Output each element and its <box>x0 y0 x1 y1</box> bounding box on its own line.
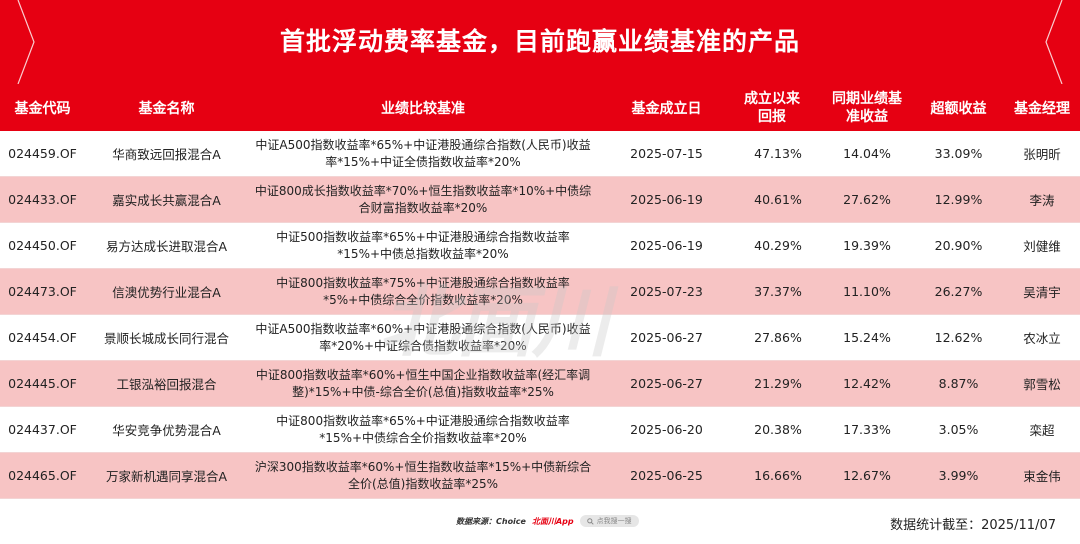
brand-label: 北面川App <box>531 516 574 526</box>
cell-excess: 3.05% <box>938 422 979 437</box>
cell-return: 37.37% <box>754 284 802 299</box>
cell-date: 2025-06-20 <box>630 422 703 437</box>
col-header-code: 基金代码 <box>14 100 71 117</box>
col-header-benchmark: 业绩比较基准 <box>381 100 465 117</box>
cell-excess: 12.62% <box>934 330 983 345</box>
cell-date: 2025-07-23 <box>630 284 703 299</box>
cell-code: 024433.OF <box>8 192 77 207</box>
cell-manager: 栾超 <box>1029 423 1055 438</box>
cell-name: 华安竞争优势混合A <box>112 423 221 438</box>
cell-code: 024465.OF <box>8 468 77 483</box>
cell-excess: 26.27% <box>934 284 983 299</box>
cell-date: 2025-06-19 <box>630 238 703 253</box>
cell-name: 华商致远回报混合A <box>112 147 221 162</box>
cell-code: 024437.OF <box>8 422 77 437</box>
table-row: 024445.OF 工银泓裕回报混合 中证800指数收益率*60%+恒生中国企业指数… <box>0 361 1080 407</box>
banner-decoration <box>17 0 1063 84</box>
cell-excess: 3.99% <box>938 468 979 483</box>
cell-bench-return: 14.04% <box>843 146 891 161</box>
cell-benchmark: 中证800指数收益率*75%+中证港股通综合指数收益率*5%+中债综合全价指数收… <box>276 275 570 307</box>
data-date-note: 数据统计截至：2025/11/07 <box>890 518 1056 533</box>
cell-date: 2025-06-27 <box>630 330 703 345</box>
cell-excess: 20.90% <box>934 238 983 253</box>
cell-bench-return: 17.33% <box>843 422 891 437</box>
cell-name: 景顺长城成长同行混合 <box>103 331 229 346</box>
table-row: 024437.OF 华安竞争优势混合A 中证800指数收益率*65%+中证港股通综合… <box>0 407 1080 453</box>
cell-excess: 8.87% <box>938 376 979 391</box>
table-row: 024454.OF 景顺长城成长同行混合 中证A500指数收益率*60%+中证港股通… <box>0 315 1080 361</box>
col-header-bench-return: 同期业绩基准收益 <box>832 90 902 125</box>
cell-return: 40.29% <box>754 238 802 253</box>
cell-date: 2025-06-25 <box>630 468 703 483</box>
cell-benchmark: 中证800指数收益率*65%+中证港股通综合指数收益率*15%+中债综合全价指数… <box>276 413 570 445</box>
cell-excess: 33.09% <box>934 146 983 161</box>
cell-bench-return: 27.62% <box>843 192 891 207</box>
cell-name: 易方达成长进取混合A <box>105 239 228 254</box>
cell-bench-return: 19.39% <box>843 238 891 253</box>
title-banner: 首批浮动费率基金，目前跑赢业绩基准的产品 <box>0 0 1080 84</box>
cell-return: 20.38% <box>754 422 802 437</box>
col-header-manager: 基金经理 <box>1014 100 1070 117</box>
table-row: 024473.OF 信澳优势行业混合A 中证800指数收益率*75%+中证港股通综合… <box>0 269 1080 315</box>
col-header-date: 基金成立日 <box>631 100 702 117</box>
cell-manager: 李涛 <box>1029 193 1055 208</box>
cell-name: 信澳优势行业混合A <box>112 285 221 300</box>
col-header-excess: 超额收益 <box>930 100 987 117</box>
cell-benchmark: 中证800成长指数收益率*70%+恒生指数收益率*10%+中债综合财富指数收益率… <box>254 183 592 215</box>
cell-benchmark: 中证A500指数收益率*65%+中证港股通综合指数(人民币)收益率*15%+中证… <box>255 137 591 169</box>
cell-bench-return: 12.42% <box>843 376 891 391</box>
cell-manager: 农冰立 <box>1023 331 1061 346</box>
cell-date: 2025-07-15 <box>630 146 703 161</box>
table-row: 024459.OF 华商致远回报混合A 中证A500指数收益率*65%+中证港股通综… <box>0 131 1080 177</box>
cell-excess: 12.99% <box>934 192 983 207</box>
cell-name: 万家新机遇同享混合A <box>105 469 228 484</box>
table-header: 基金代码 基金名称 业绩比较基准 基金成立日 成立以来回报 同期业绩基准收益 超… <box>0 84 1080 131</box>
cell-code: 024450.OF <box>8 238 77 253</box>
table-row: 024465.OF 万家新机遇同享混合A 沪深300指数收益率*60%+恒生指数收益… <box>0 453 1080 499</box>
col-header-name: 基金名称 <box>138 100 195 117</box>
cell-name: 嘉实成长共赢混合A <box>112 193 221 208</box>
cell-code: 024454.OF <box>8 330 77 345</box>
table-row: 024450.OF 易方达成长进取混合A 中证500指数收益率*65%+中证港股通综… <box>0 223 1080 269</box>
footer-source: 数据来源：Choice 北面川App 点我搜一搜 <box>456 515 639 527</box>
cell-code: 024445.OF <box>8 376 77 391</box>
cell-bench-return: 11.10% <box>843 284 891 299</box>
cell-bench-return: 12.67% <box>843 468 891 483</box>
cell-date: 2025-06-27 <box>630 376 703 391</box>
cell-return: 16.66% <box>754 468 802 483</box>
search-icon <box>586 517 594 525</box>
cell-code: 024459.OF <box>8 146 77 161</box>
cell-benchmark: 沪深300指数收益率*60%+恒生指数收益率*15%+中债新综合全价(总值)指数… <box>254 459 592 491</box>
cell-return: 47.13% <box>754 146 802 161</box>
cell-name: 工银泓裕回报混合 <box>116 377 217 392</box>
col-header-return: 成立以来回报 <box>744 90 800 125</box>
cell-manager: 束金伟 <box>1023 469 1061 484</box>
cell-manager: 吴清宇 <box>1023 285 1061 300</box>
cell-date: 2025-06-19 <box>630 192 703 207</box>
cell-benchmark: 中证800指数收益率*60%+恒生中国企业指数收益率(经汇率调整)*15%+中债… <box>255 367 591 399</box>
cell-code: 024473.OF <box>8 284 77 299</box>
table-row: 024433.OF 嘉实成长共赢混合A 中证800成长指数收益率*70%+恒生指数收… <box>0 177 1080 223</box>
cell-benchmark: 中证500指数收益率*65%+中证港股通综合指数收益率*15%+中债总指数收益率… <box>276 229 570 261</box>
cell-return: 27.86% <box>754 330 802 345</box>
cell-benchmark: 中证A500指数收益率*60%+中证港股通综合指数(人民币)收益率*20%+中证… <box>255 321 591 353</box>
cell-manager: 郭雪松 <box>1023 377 1061 392</box>
cell-manager: 刘健维 <box>1023 239 1061 254</box>
search-placeholder: 点我搜一搜 <box>596 517 632 525</box>
source-label: 数据来源：Choice <box>456 516 526 526</box>
cell-return: 21.29% <box>754 376 802 391</box>
search-pill[interactable]: 点我搜一搜 <box>579 515 639 527</box>
cell-bench-return: 15.24% <box>843 330 891 345</box>
cell-return: 40.61% <box>754 192 802 207</box>
cell-manager: 张明昕 <box>1023 147 1061 162</box>
table-body: 024459.OF 华商致远回报混合A 中证A500指数收益率*65%+中证港股通综… <box>0 131 1080 499</box>
page-title: 首批浮动费率基金，目前跑赢业绩基准的产品 <box>279 27 800 56</box>
